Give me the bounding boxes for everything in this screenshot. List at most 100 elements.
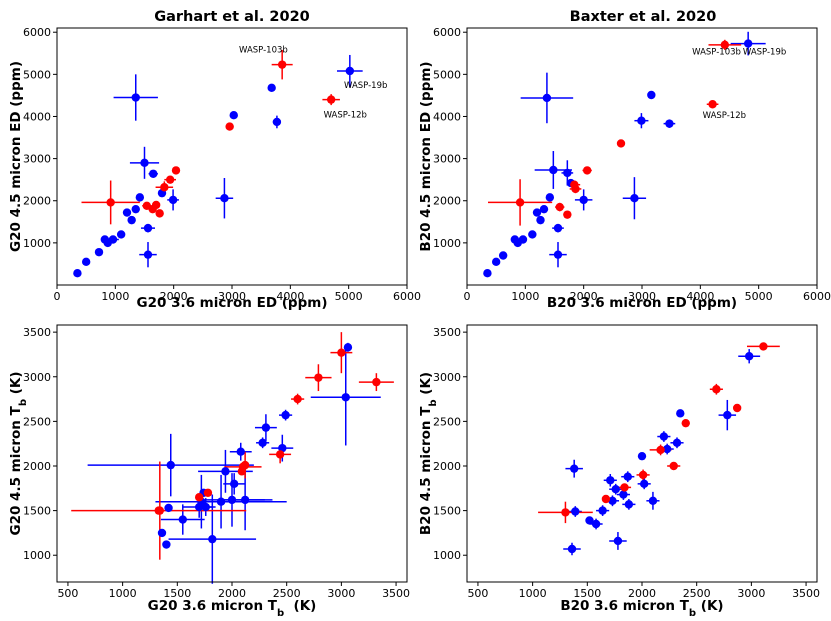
data-points — [561, 342, 768, 554]
blue-data-point — [608, 496, 617, 505]
blue-data-point — [585, 516, 594, 525]
blue-data-point — [116, 230, 126, 239]
x-tick-label: 1000 — [109, 587, 137, 600]
blue-data-point — [723, 410, 732, 420]
red-data-point — [203, 488, 213, 497]
y-axis-label-main: B20 4.5 micron T — [418, 406, 434, 535]
axis-ticks: 0 1000 2000 3000 4000 5000 6000 1000 2000 3000 400… — [23, 26, 421, 303]
plot-frame — [56, 27, 408, 286]
blue-data-point — [73, 269, 82, 278]
y-tick-label: 5000 — [433, 68, 461, 81]
blue-data-point — [122, 208, 132, 217]
blue-data-point — [662, 444, 672, 454]
x-tick-label: 4000 — [686, 290, 714, 303]
panel-baxter-tb: 500 1000 1500 2000 2500 3000 3500 1000 1500 2000 2… — [418, 324, 820, 619]
red-data-point — [515, 198, 525, 207]
blue-data-point — [168, 195, 178, 205]
y-tick-label: 1000 — [23, 549, 51, 562]
y-tick-label: 4000 — [433, 110, 461, 123]
y-axis-label-unit: (K) — [8, 371, 24, 399]
blue-data-point — [227, 495, 237, 505]
x-tick-label: 3000 — [628, 290, 656, 303]
point-annotation: WASP-12b — [703, 111, 746, 121]
blue-data-point — [81, 257, 91, 267]
y-axis-label-subscript: b — [428, 399, 439, 406]
panel-baxter-ed: Baxter et al. 2020 0 1000 2000 3000 4000 5000… — [418, 9, 831, 311]
x-tick-label: 500 — [467, 587, 488, 600]
blue-data-point — [606, 476, 615, 485]
red-data-point — [326, 95, 336, 104]
blue-data-point — [536, 215, 545, 225]
x-axis-label-main: G20 3.6 micron T — [148, 598, 278, 614]
y-tick-label: 3000 — [23, 371, 51, 384]
blue-data-point — [94, 247, 104, 257]
blue-data-point — [272, 117, 282, 127]
point-annotation: WASP-103b — [239, 45, 288, 55]
plot-frame — [56, 324, 408, 583]
blue-data-point — [567, 544, 577, 554]
blue-data-point — [672, 438, 682, 447]
red-data-point — [225, 122, 234, 131]
plot-frame — [466, 27, 818, 286]
red-data-point — [656, 445, 665, 455]
axis-ticks: 0 1000 2000 3000 4000 5000 6000 1000 2000 3000 400… — [433, 26, 831, 303]
y-tick-label: 1000 — [433, 549, 461, 562]
blue-data-point — [157, 528, 167, 538]
y-axis-label: G20 4.5 micron ED (ppm) — [8, 61, 24, 252]
red-data-point — [155, 506, 165, 515]
red-data-point — [194, 493, 204, 502]
blue-data-point — [127, 215, 136, 225]
y-tick-label: 3000 — [433, 153, 461, 166]
panel-garhart-ed: Garhart et al. 2020 0 1000 2000 3000 4000 500… — [8, 9, 421, 311]
blue-data-point — [140, 158, 149, 168]
blue-data-point — [637, 116, 646, 125]
y-tick-label: 6000 — [23, 26, 51, 39]
y-tick-label: 2500 — [23, 415, 51, 428]
x-tick-label: 1500 — [163, 587, 191, 600]
y-tick-label: 3500 — [433, 326, 461, 339]
y-tick-label: 2000 — [23, 460, 51, 473]
blue-data-point — [143, 223, 153, 233]
blue-data-point — [549, 165, 558, 175]
blue-data-point — [623, 472, 632, 481]
y-axis-label: B20 4.5 micron Tb (K) — [418, 372, 439, 535]
x-tick-label: 1000 — [511, 290, 539, 303]
red-data-point — [555, 202, 564, 212]
x-tick-label: 1500 — [573, 587, 601, 600]
blue-data-point — [166, 460, 175, 470]
red-data-point — [151, 200, 161, 210]
y-tick-label: 6000 — [433, 26, 461, 39]
point-annotation: WASP-19b — [344, 81, 387, 91]
red-data-point — [155, 209, 164, 218]
panel-title: Baxter et al. 2020 — [570, 9, 717, 25]
x-tick-label: 2000 — [570, 290, 598, 303]
y-tick-label: 3000 — [23, 153, 51, 166]
blue-data-point — [131, 204, 140, 214]
x-tick-label: 3500 — [382, 587, 410, 600]
blue-data-point — [676, 409, 685, 418]
red-data-point — [720, 40, 730, 50]
y-tick-label: 2000 — [433, 195, 461, 208]
red-data-point — [582, 166, 592, 175]
blue-data-point — [208, 534, 217, 544]
x-axis-label: B20 3.6 micron ED (ppm) — [547, 295, 737, 311]
blue-data-point — [598, 506, 607, 515]
blue-data-point — [345, 66, 355, 76]
x-tick-label: 2500 — [683, 587, 711, 600]
x-axis-label-subscript: b — [689, 608, 696, 619]
axis-ticks: 500 1000 1500 2000 2500 3000 3500 1000 1500 2000 2… — [23, 326, 410, 600]
y-tick-label: 1000 — [433, 237, 461, 250]
blue-data-point — [258, 438, 267, 447]
point-annotation: WASP-19b — [743, 48, 786, 58]
x-tick-label: 2000 — [218, 587, 246, 600]
blue-data-point — [563, 168, 572, 178]
blue-data-point — [498, 251, 508, 260]
y-tick-label: 1000 — [23, 237, 51, 250]
y-tick-label: 2000 — [23, 195, 51, 208]
blue-data-point — [579, 195, 588, 205]
panel-title: Garhart et al. 2020 — [154, 9, 310, 25]
x-tick-label: 3500 — [792, 587, 820, 600]
red-data-point — [759, 342, 768, 351]
annotations: WASP-103b WASP-19b WASP-12b — [239, 45, 387, 120]
blue-data-point — [149, 169, 158, 178]
